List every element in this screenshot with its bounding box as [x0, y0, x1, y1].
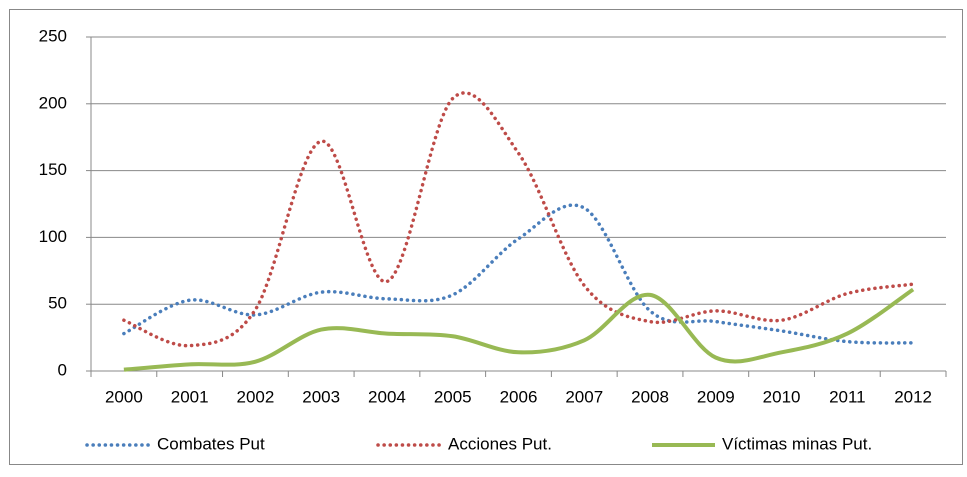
x-tick-label: 2010: [763, 387, 801, 406]
series-line: [123, 287, 915, 372]
x-tick-label: 2011: [829, 387, 866, 406]
x-tick-label: 2003: [302, 387, 340, 406]
y-tick-label: 250: [39, 26, 67, 45]
y-tick-label: 150: [39, 160, 67, 179]
legend-label: Víctimas minas Put.: [722, 434, 872, 453]
x-tick-label: 2002: [237, 387, 275, 406]
x-tick-label: 2005: [434, 387, 472, 406]
x-tick-label: 2012: [894, 387, 932, 406]
legend-label: Acciones Put.: [448, 434, 552, 453]
y-tick-label: 0: [58, 360, 67, 379]
y-tick-label: 50: [48, 294, 67, 313]
x-tick-label: 2008: [631, 387, 669, 406]
series-line: [122, 91, 915, 348]
x-tick-label: 2009: [697, 387, 735, 406]
x-tick-label: 2000: [105, 387, 143, 406]
legend-label: Combates Put: [157, 434, 265, 453]
x-tick-label: 2006: [500, 387, 538, 406]
y-tick-label: 200: [39, 93, 67, 112]
x-tick-label: 2001: [171, 387, 209, 406]
x-tick-label: 2007: [565, 387, 603, 406]
y-tick-label: 100: [39, 227, 67, 246]
x-tick-label: 2004: [368, 387, 406, 406]
